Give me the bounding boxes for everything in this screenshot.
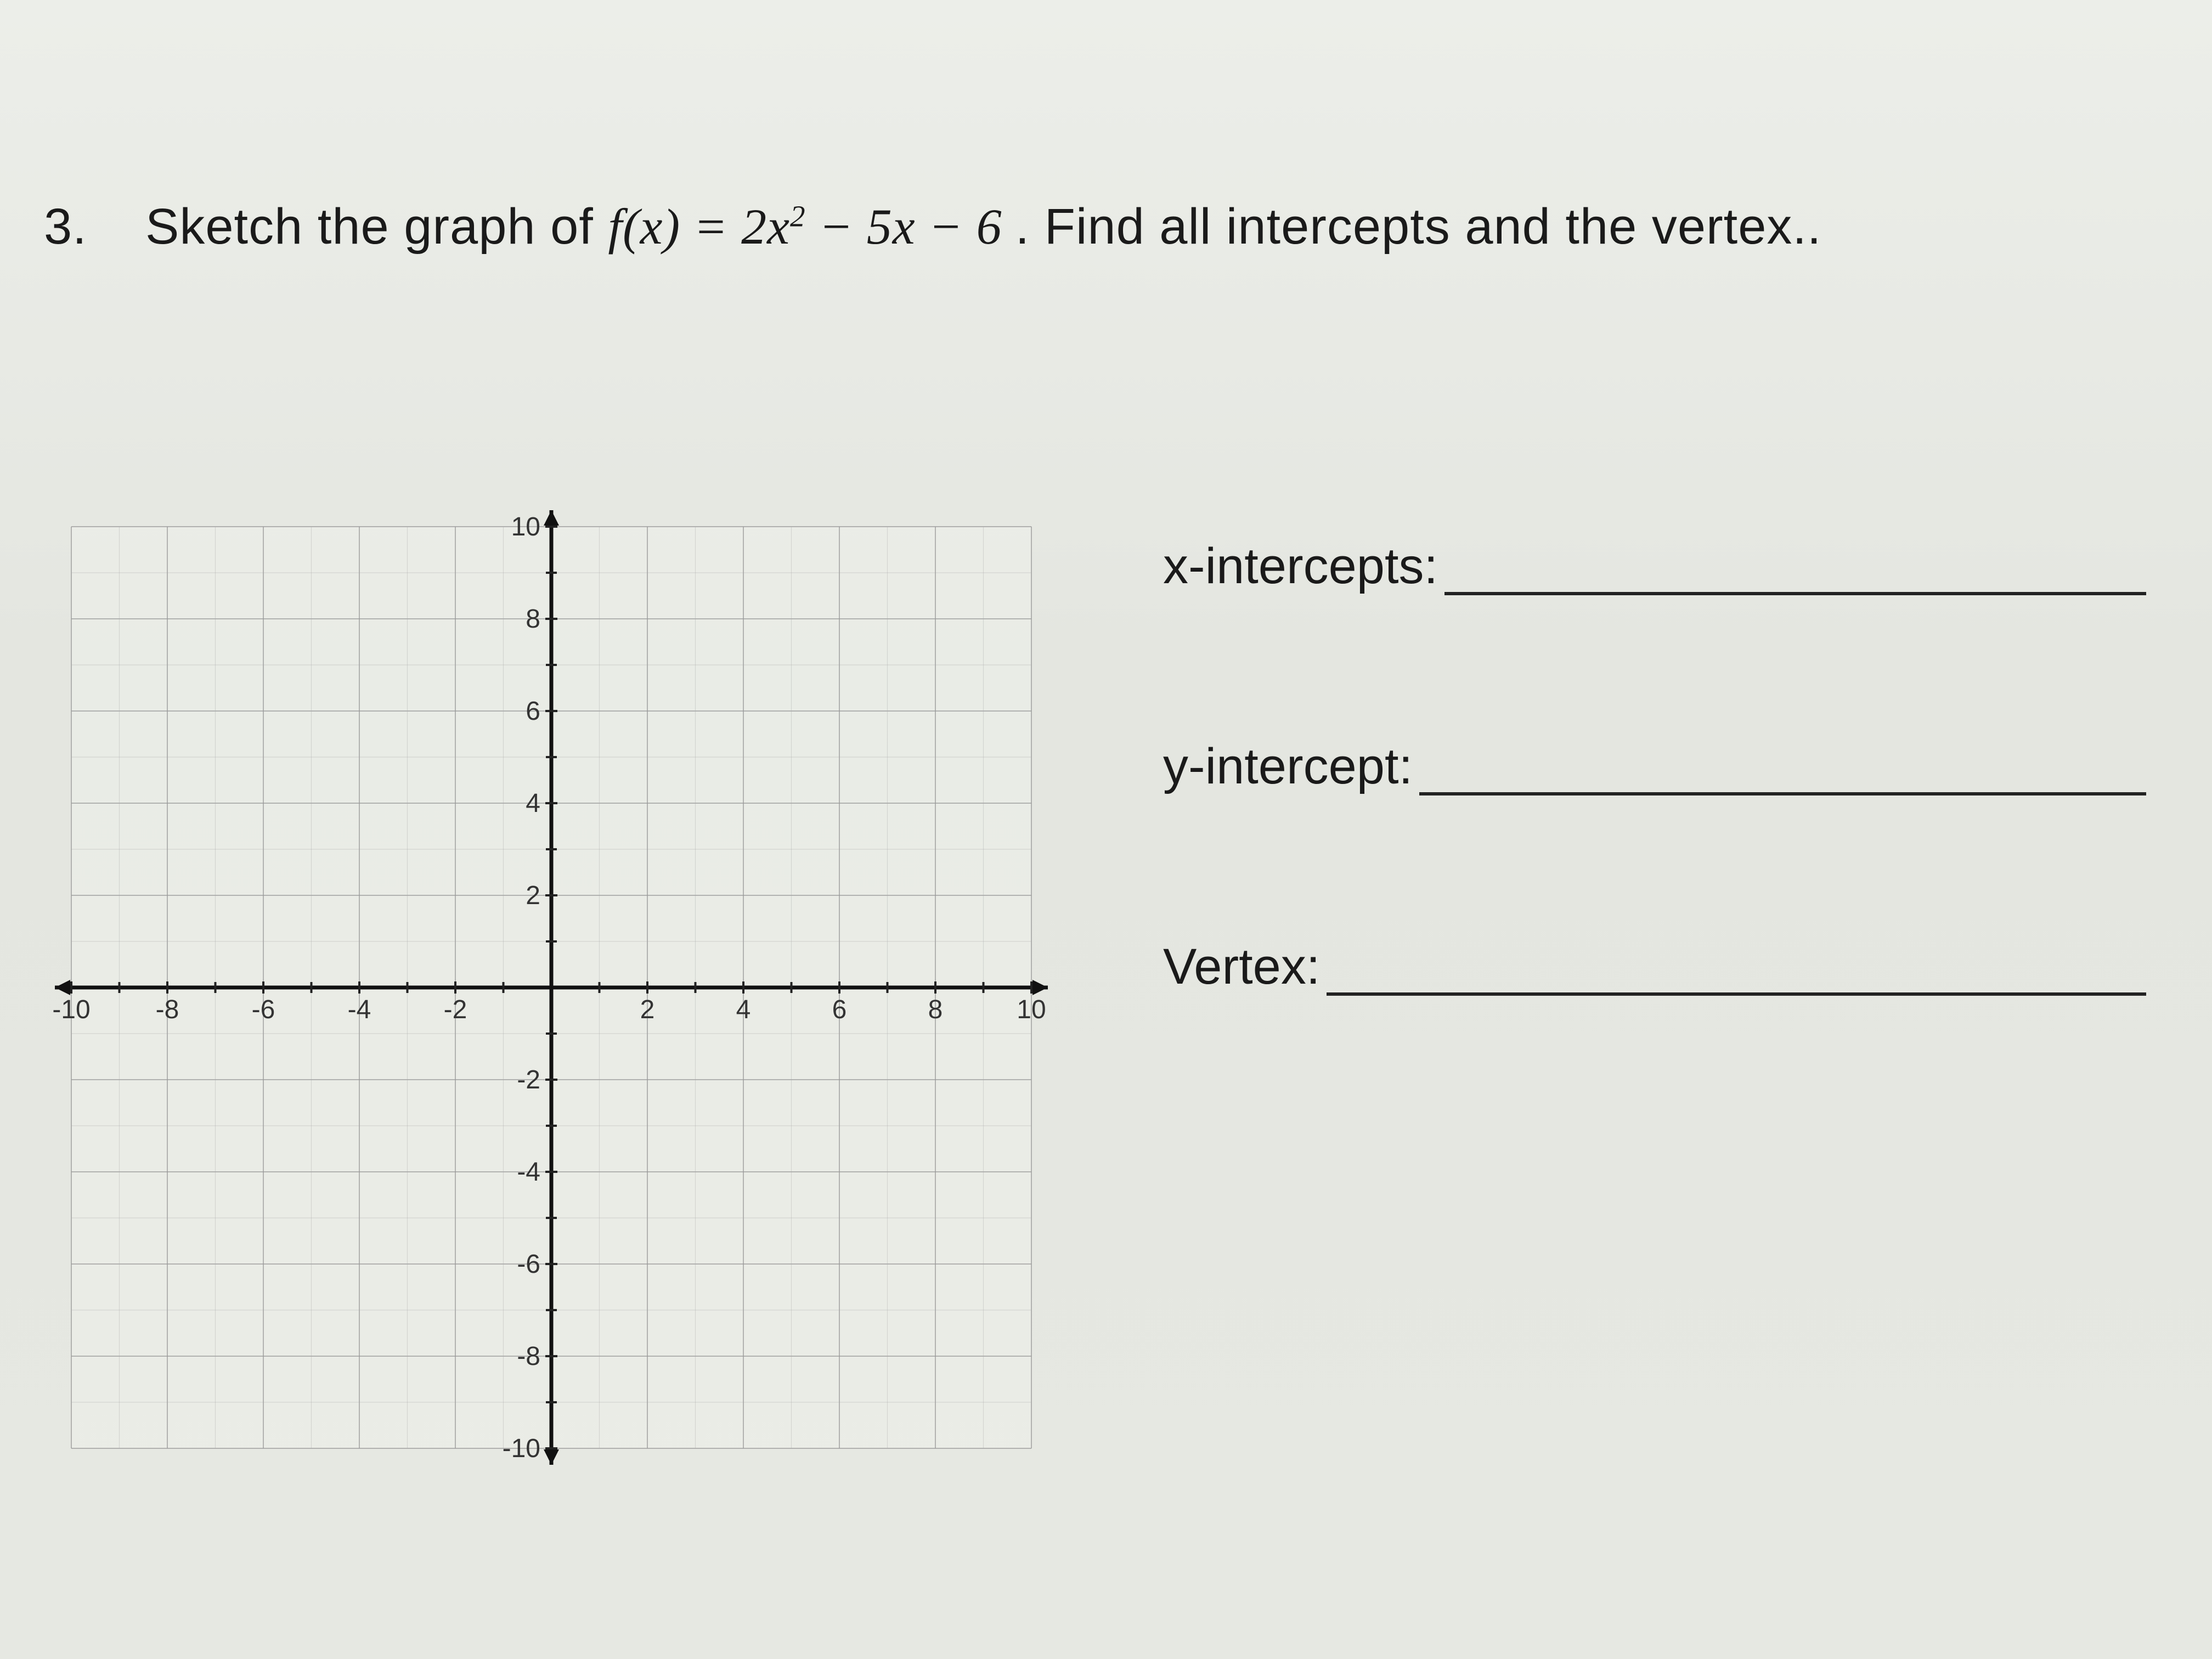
x-intercepts-blank <box>1444 557 2146 595</box>
question-line: 3. Sketch the graph of f(x) = 2x2 − 5x −… <box>44 198 2168 256</box>
question-prefix: Sketch the graph of <box>145 199 608 255</box>
answers-block: x-intercepts: y-intercept: Vertex: <box>1163 538 2146 1138</box>
svg-text:10: 10 <box>511 512 540 541</box>
svg-text:-8: -8 <box>156 995 179 1024</box>
svg-text:-4: -4 <box>517 1158 540 1187</box>
y-intercept-row: y-intercept: <box>1163 738 2146 795</box>
svg-text:-4: -4 <box>348 995 371 1024</box>
svg-text:10: 10 <box>1017 995 1046 1024</box>
cartesian-grid: -10 -8 -6 -4 -2 2 4 6 8 10 2 4 6 8 10 -2 -4 -6 -8 -10 <box>33 505 1064 1481</box>
svg-text:6: 6 <box>832 995 847 1024</box>
graph-area: -10 -8 -6 -4 -2 2 4 6 8 10 2 4 6 8 10 -2 -4 -6 -8 -10 <box>33 505 1064 1481</box>
svg-text:-10: -10 <box>503 1434 540 1463</box>
svg-text:-10: -10 <box>52 995 90 1024</box>
svg-text:4: 4 <box>526 789 540 818</box>
svg-text:-2: -2 <box>517 1065 540 1094</box>
y-intercept-blank <box>1419 757 2146 795</box>
svg-text:6: 6 <box>526 697 540 726</box>
x-intercepts-row: x-intercepts: <box>1163 538 2146 595</box>
svg-text:-6: -6 <box>517 1250 540 1279</box>
question-number: 3. <box>44 199 87 255</box>
svg-text:2: 2 <box>640 995 655 1024</box>
question-suffix: . Find all intercepts and the vertex.. <box>1015 199 1822 255</box>
svg-text:-2: -2 <box>444 995 467 1024</box>
function-lhs: f(x) = 2x2 − 5x − 6 <box>608 199 1015 255</box>
x-intercepts-label: x-intercepts: <box>1163 538 1438 595</box>
svg-text:8: 8 <box>928 995 943 1024</box>
svg-text:-8: -8 <box>517 1342 540 1371</box>
vertex-blank <box>1327 957 2146 996</box>
y-intercept-label: y-intercept: <box>1163 738 1413 795</box>
vertex-label: Vertex: <box>1163 938 1320 996</box>
svg-text:2: 2 <box>526 881 540 910</box>
svg-text:8: 8 <box>526 605 540 634</box>
svg-text:4: 4 <box>736 995 751 1024</box>
vertex-row: Vertex: <box>1163 938 2146 996</box>
svg-text:-6: -6 <box>252 995 275 1024</box>
